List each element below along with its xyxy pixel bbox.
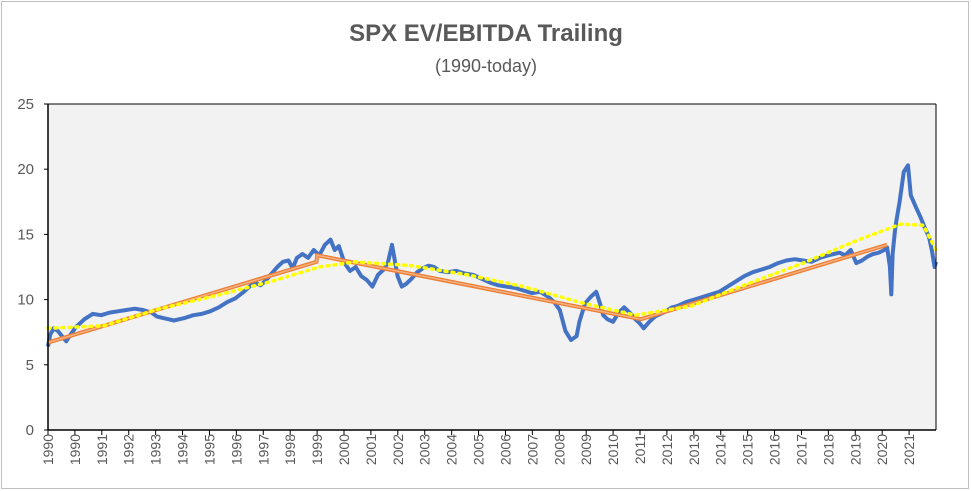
x-tick-label: 2001: [363, 434, 379, 465]
chart-title: SPX EV/EBITDA Trailing: [349, 20, 623, 47]
x-tick-label: 2017: [793, 434, 809, 465]
y-tick-label: 10: [17, 292, 34, 309]
x-tick-label: 2007: [524, 434, 540, 465]
x-tick-label: 1995: [201, 434, 217, 465]
x-tick-label: 1992: [121, 434, 137, 465]
x-tick-label: 2018: [820, 434, 836, 465]
x-tick-label: 2014: [713, 434, 729, 465]
x-tick-label: 1990: [67, 434, 83, 465]
y-tick-label: 5: [26, 357, 34, 374]
plot-area: [48, 104, 936, 430]
series-line-polytrend: [46, 222, 938, 331]
x-tick-label: 1997: [255, 434, 271, 465]
x-tick-label: 2002: [390, 434, 406, 465]
x-tick-label: 2013: [686, 434, 702, 465]
x-tick-label: 2020: [874, 434, 890, 465]
x-tick-label: 2012: [659, 434, 675, 465]
x-tick-label: 2010: [605, 434, 621, 465]
x-tick-label: 2021: [901, 434, 917, 465]
y-tick-label: 25: [17, 96, 34, 113]
x-tick-label: 1994: [175, 434, 191, 465]
x-tick-label: 1996: [228, 434, 244, 465]
y-tick-label: 15: [17, 226, 34, 243]
series-line-main: [46, 163, 938, 347]
x-tick-label: 1990: [40, 434, 56, 465]
x-tick-label: 2006: [497, 434, 513, 465]
x-tick-label: 2008: [551, 434, 567, 465]
chart-subtitle: (1990-today): [434, 56, 538, 76]
x-tick-label: 2015: [740, 434, 756, 465]
x-tick-label: 1999: [309, 434, 325, 465]
x-tick-label: 2004: [444, 434, 460, 465]
x-tick-label: 1991: [94, 434, 110, 465]
x-tick-label: 1998: [282, 434, 298, 465]
y-tick-label: 0: [26, 422, 34, 439]
x-tick-label: 2011: [632, 434, 648, 464]
y-tick-label: 20: [17, 161, 34, 178]
x-tick-label: 2009: [578, 434, 594, 465]
x-tick-label: 2005: [471, 434, 487, 465]
x-tick-label: 2000: [336, 434, 352, 465]
x-tick-label: 2003: [417, 434, 433, 465]
x-tick-label: 2019: [847, 434, 863, 465]
x-tick-label: 2016: [767, 434, 783, 465]
x-tick-label: 1993: [148, 434, 164, 465]
